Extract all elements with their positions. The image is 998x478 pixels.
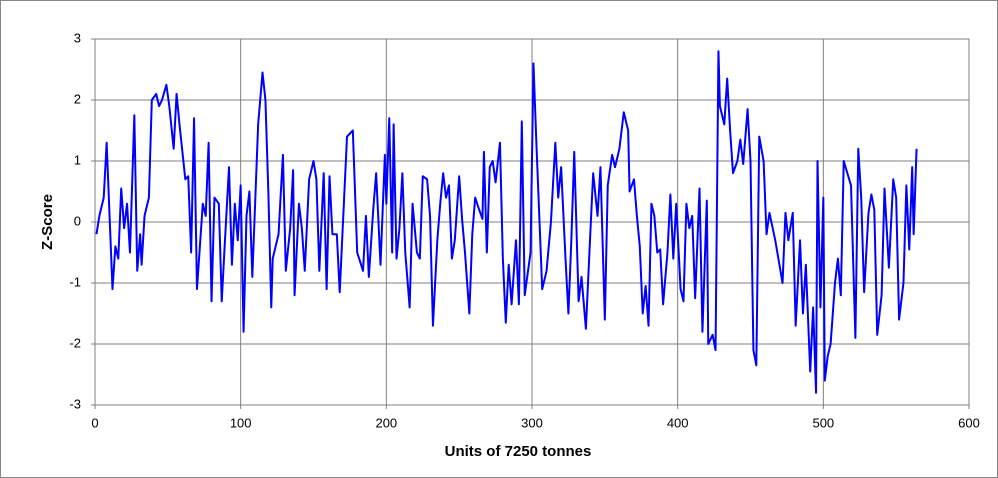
y-tick-label: -3: [69, 396, 81, 411]
x-tick-label: 100: [230, 415, 252, 430]
x-tick-label: 400: [667, 415, 689, 430]
x-tick-label: 500: [812, 415, 834, 430]
x-tick-label: 600: [958, 415, 980, 430]
y-tick-label: -2: [69, 335, 81, 350]
x-tick-label: 200: [375, 415, 397, 430]
y-tick-label: 3: [74, 30, 81, 45]
y-axis-title: Z-Score: [39, 194, 56, 250]
x-tick-label: 0: [91, 415, 98, 430]
y-tick-label: 1: [74, 152, 81, 167]
y-tick-label: 2: [74, 91, 81, 106]
data-line: [95, 50, 918, 394]
x-tick-label: 300: [521, 415, 543, 430]
x-axis-title: Units of 7250 tonnes: [445, 443, 592, 460]
y-tick-label: 0: [74, 213, 81, 228]
y-tick-label: -1: [69, 274, 81, 289]
